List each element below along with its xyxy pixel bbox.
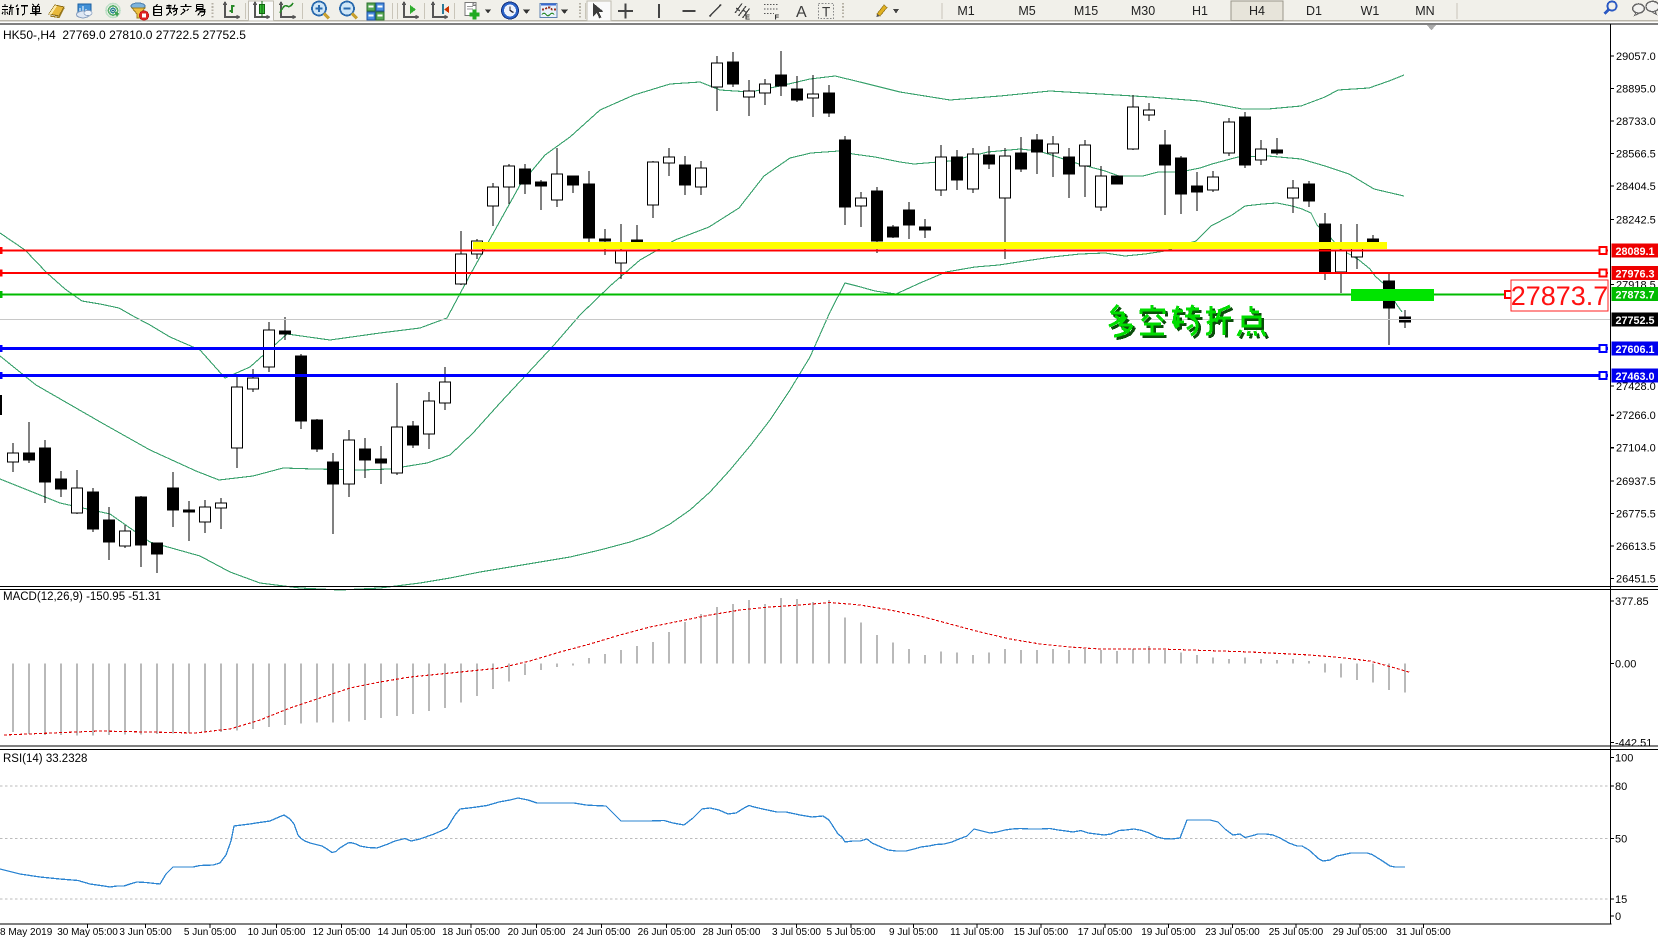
svg-text:27752.5: 27752.5 xyxy=(1616,315,1655,327)
svg-text:A: A xyxy=(796,4,807,21)
svg-text:F: F xyxy=(775,13,780,22)
svg-text:M1: M1 xyxy=(957,4,974,18)
svg-text:3 Jun 05:00: 3 Jun 05:00 xyxy=(119,927,172,938)
svg-text:80: 80 xyxy=(1615,781,1627,793)
svg-text:E: E xyxy=(745,13,750,22)
svg-text:H1: H1 xyxy=(1192,4,1208,18)
svg-text:28 Jun 05:00: 28 Jun 05:00 xyxy=(703,927,761,938)
svg-text:27463.0: 27463.0 xyxy=(1616,371,1655,383)
svg-text:29057.0: 29057.0 xyxy=(1616,51,1656,63)
svg-text:27606.1: 27606.1 xyxy=(1616,344,1655,356)
svg-text:9 Jul 05:00: 9 Jul 05:00 xyxy=(889,927,938,938)
svg-text:D1: D1 xyxy=(1306,4,1322,18)
svg-text:26775.5: 26775.5 xyxy=(1616,509,1656,521)
svg-text:17 Jul 05:00: 17 Jul 05:00 xyxy=(1078,927,1133,938)
svg-text:377.85: 377.85 xyxy=(1615,596,1649,608)
svg-text:10 Jun 05:00: 10 Jun 05:00 xyxy=(248,927,306,938)
svg-text:18 Jun 05:00: 18 Jun 05:00 xyxy=(442,927,500,938)
svg-text:27976.3: 27976.3 xyxy=(1616,269,1655,281)
svg-text:W1: W1 xyxy=(1361,4,1380,18)
svg-text:M30: M30 xyxy=(1131,4,1155,18)
svg-text:MN: MN xyxy=(1415,4,1434,18)
svg-text:50: 50 xyxy=(1615,834,1627,846)
svg-text:24 Jun 05:00: 24 Jun 05:00 xyxy=(573,927,631,938)
svg-text:26451.5: 26451.5 xyxy=(1616,574,1656,586)
svg-text:26613.5: 26613.5 xyxy=(1616,541,1656,553)
svg-text:28566.5: 28566.5 xyxy=(1616,149,1656,161)
svg-text:11 Jul 05:00: 11 Jul 05:00 xyxy=(950,927,1004,938)
svg-text:19 Jul 05:00: 19 Jul 05:00 xyxy=(1141,927,1196,938)
svg-text:RSI(14) 33.2328: RSI(14) 33.2328 xyxy=(3,753,87,765)
svg-text:28404.5: 28404.5 xyxy=(1616,181,1656,193)
svg-text:29 Jul 05:00: 29 Jul 05:00 xyxy=(1333,927,1388,938)
svg-text:M15: M15 xyxy=(1074,4,1098,18)
svg-text:28733.0: 28733.0 xyxy=(1616,116,1656,128)
svg-text:15 Jul 05:00: 15 Jul 05:00 xyxy=(1014,927,1069,938)
svg-text:8 May 2019: 8 May 2019 xyxy=(0,927,53,938)
svg-text:5 Jun 05:00: 5 Jun 05:00 xyxy=(184,927,237,938)
svg-text:30 May 05:00: 30 May 05:00 xyxy=(57,927,118,938)
svg-text:27266.0: 27266.0 xyxy=(1616,410,1656,422)
svg-text:28242.5: 28242.5 xyxy=(1616,214,1656,226)
svg-text:27873.7: 27873.7 xyxy=(1616,290,1655,302)
svg-text:MACD(12,26,9) -150.95 -51.31: MACD(12,26,9) -150.95 -51.31 xyxy=(3,591,161,603)
svg-text:31 Jul 05:00: 31 Jul 05:00 xyxy=(1396,927,1451,938)
svg-text:T: T xyxy=(822,5,830,20)
svg-text:27104.0: 27104.0 xyxy=(1616,443,1656,455)
svg-text:26 Jun 05:00: 26 Jun 05:00 xyxy=(638,927,696,938)
svg-text:27873.7: 27873.7 xyxy=(1511,281,1609,311)
svg-text:0.00: 0.00 xyxy=(1615,659,1636,671)
svg-text:27428.0: 27428.0 xyxy=(1616,381,1656,393)
svg-text:100: 100 xyxy=(1615,753,1633,765)
svg-text:H4: H4 xyxy=(1249,4,1265,18)
svg-text:25 Jul 05:00: 25 Jul 05:00 xyxy=(1269,927,1324,938)
svg-text:12 Jun 05:00: 12 Jun 05:00 xyxy=(313,927,371,938)
svg-text:23 Jul 05:00: 23 Jul 05:00 xyxy=(1205,927,1260,938)
svg-text:15: 15 xyxy=(1615,894,1627,906)
svg-text:20 Jun 05:00: 20 Jun 05:00 xyxy=(508,927,566,938)
svg-text:26937.5: 26937.5 xyxy=(1616,476,1656,488)
svg-text:M5: M5 xyxy=(1018,4,1035,18)
svg-text:3 Jul 05:00: 3 Jul 05:00 xyxy=(772,927,821,938)
svg-text:HK50-,H4 27769.0 27810.0 2772: HK50-,H4 27769.0 27810.0 27722.5 27752.5 xyxy=(3,28,246,42)
svg-text:0: 0 xyxy=(1615,911,1621,923)
svg-text:5 Jul 05:00: 5 Jul 05:00 xyxy=(827,927,876,938)
svg-text:-442.51: -442.51 xyxy=(1615,738,1652,750)
svg-text:28895.0: 28895.0 xyxy=(1616,83,1656,95)
svg-text:14 Jun 05:00: 14 Jun 05:00 xyxy=(378,927,436,938)
svg-text:28089.1: 28089.1 xyxy=(1616,246,1655,258)
